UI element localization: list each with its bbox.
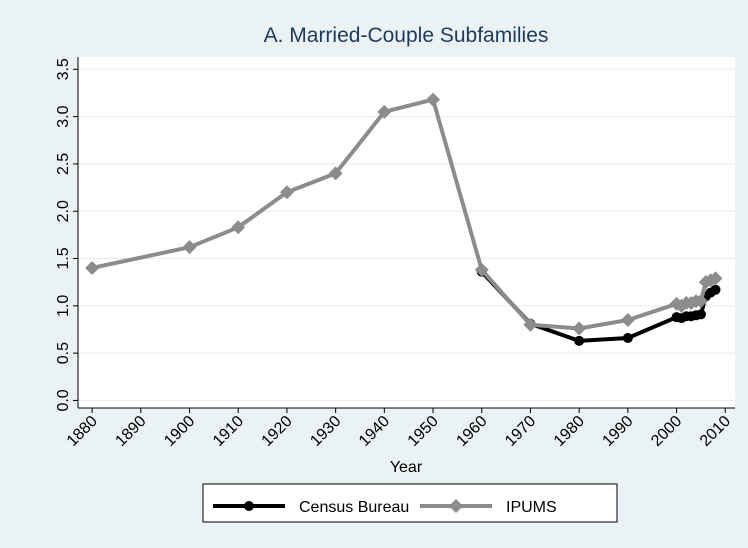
- point: [328, 166, 343, 181]
- y-tick-label: 3.5: [55, 58, 72, 80]
- point: [85, 260, 100, 275]
- point: [182, 240, 197, 255]
- y-tick-label: 0.0: [55, 389, 72, 411]
- y-tick-label: 3.0: [55, 105, 72, 127]
- point: [708, 271, 723, 286]
- point: [523, 317, 538, 332]
- y-tick-label: 1.5: [55, 247, 72, 269]
- y-tick-label: 2.0: [55, 200, 72, 222]
- point: [279, 185, 294, 200]
- point: [231, 220, 246, 235]
- point: [695, 309, 706, 320]
- legend-label: Census Bureau: [299, 499, 409, 516]
- point: [574, 335, 585, 346]
- point: [449, 499, 463, 513]
- legend: [202, 483, 618, 523]
- point: [710, 284, 721, 295]
- point: [622, 332, 633, 343]
- point: [244, 501, 254, 511]
- point: [474, 262, 489, 277]
- point: [572, 321, 587, 336]
- y-tick-label: 1.0: [55, 295, 72, 317]
- y-tick-label: 0.5: [55, 342, 72, 364]
- plot-area: [78, 57, 735, 408]
- point: [620, 313, 635, 328]
- point: [426, 92, 441, 107]
- y-tick-label: 2.5: [55, 153, 72, 175]
- legend-label: IPUMS: [506, 499, 557, 516]
- point: [377, 104, 392, 119]
- chart-title: A. Married-Couple Subfamilies: [264, 24, 549, 47]
- x-axis-label: Year: [390, 459, 423, 476]
- point: [693, 294, 708, 309]
